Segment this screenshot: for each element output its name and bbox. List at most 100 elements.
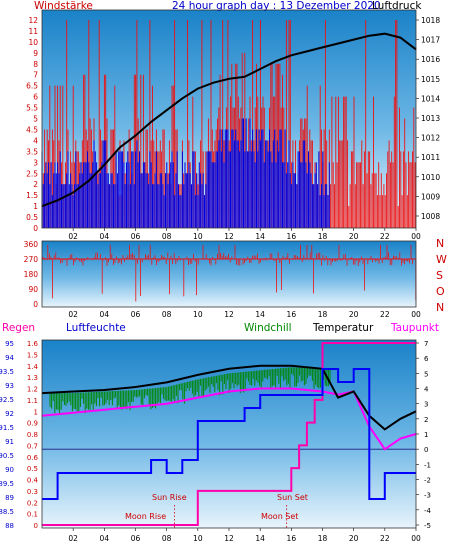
panel-frame [41,339,417,529]
temp-tick-label: 2 [424,416,428,424]
hour-tick-label: 06 [131,232,141,241]
pressure-tick-label: 1016 [421,55,440,64]
hour-tick-label: 20 [349,310,359,319]
humidity-tick-label: 90 [5,466,14,474]
direction-tick-label: 0 [33,300,38,309]
wind-tick-label: 4 [33,136,38,145]
direction-letter: W [436,253,447,266]
temp-tick-label: -1 [424,461,431,469]
humidity-tick-label: 92 [5,410,14,418]
temp-tick-label: 4 [424,386,429,394]
wind-tick-label: 1 [33,202,38,211]
pressure-tick-label: 1013 [421,114,440,123]
pressure-tick-label: 1008 [421,212,440,221]
wind-axis-title: Windstärke [34,0,93,12]
pressure-line [41,32,417,208]
rain-tick-label: 0.5 [27,465,38,473]
wind-tick-label: 0.5 [26,213,38,222]
rain-tick-label: 1.1 [27,397,38,405]
wind-tick-label: 0 [33,224,38,233]
temp-tick-label: 0 [424,446,428,454]
hour-tick-label: 04 [100,310,110,319]
wind-tick-label: 8 [33,60,38,69]
hour-tick-label: 00 [411,232,421,241]
hour-tick-label: 16 [287,534,297,543]
rain-tick-label: 1 [34,408,38,416]
direction-tick-label: 270 [24,255,39,264]
hour-tick-label: 12 [224,310,234,319]
temp-tick-label: -4 [424,507,432,515]
rain-tick-label: 0.4 [27,477,39,485]
moon-set-label: Moon Set [261,512,298,521]
hour-tick-label: 18 [318,310,328,319]
wind-tick-label: 5 [33,115,38,124]
humidity-tick-label: 89.5 [0,480,14,488]
rain-tick-label: 1.5 [27,351,38,359]
pressure-tick-label: 1012 [421,134,440,143]
hour-tick-label: 12 [224,232,234,241]
temp-tick-label: -5 [424,522,431,530]
rain-tick-label: 1.6 [27,340,39,348]
hour-tick-label: 00 [411,534,421,543]
hour-tick-label: 18 [318,232,328,241]
wind-tick-label: 7 [33,71,38,80]
temp-tick-label: 3 [424,401,428,409]
hour-tick-label: 04 [100,232,110,241]
temp-tick-label: 6 [424,355,429,363]
rain-tick-label: 0.8 [27,431,38,439]
hour-tick-label: 14 [255,534,265,543]
hour-tick-label: 06 [131,310,141,319]
rain-tick-label: 0.1 [27,511,38,519]
direction-letter: O [436,285,445,298]
hour-tick-label: 00 [411,310,421,319]
wind-tick-label: 2.5 [26,169,38,178]
rain-tick-label: 0.7 [27,442,38,450]
rain-tick-label: 0.6 [27,454,39,462]
humidity-tick-label: 93.5 [0,368,14,376]
direction-tick-label: 90 [28,285,38,294]
hour-tick-label: 10 [193,534,203,543]
humidity-tick-label: 93 [5,382,14,390]
legend-dewpoint: Taupunkt [390,322,439,334]
humidity-tick-label: 89 [5,494,14,502]
chart-marks: 1211109876.565.554.543.532.521.510.50101… [0,9,447,543]
rain-tick-label: 0.2 [27,499,38,507]
wind-tick-label: 6.5 [26,82,38,91]
direction-letter: S [436,269,443,282]
direction-letter: N [436,301,444,314]
humidity-tick-label: 91 [5,438,14,446]
hour-tick-label: 02 [68,534,78,543]
wind-tick-label: 10 [28,38,38,47]
pressure-tick-label: 1018 [421,16,440,25]
temp-tick-label: 1 [424,431,428,439]
panel-frame [41,240,417,308]
pressure-tick-label: 1015 [421,75,440,84]
panel-frame [41,9,417,229]
direction-letter: N [436,237,444,250]
pressure-tick-label: 1017 [421,36,440,45]
rain-tick-label: 1.2 [27,386,38,394]
direction-tick-label: 360 [24,240,39,249]
wind-tick-label: 5.5 [26,104,38,113]
humidity-tick-label: 92.5 [0,396,14,404]
temp-tick-label: 5 [424,370,428,378]
moon-rise-label: Moon Rise [125,512,166,521]
wind-tick-label: 3 [33,158,38,167]
hour-tick-label: 16 [287,232,297,241]
hour-tick-label: 08 [162,310,172,319]
hour-tick-label: 02 [68,310,78,319]
temp-tick-label: 7 [424,340,428,348]
temperature-line [41,364,417,431]
humidity-tick-label: 91.5 [0,424,14,432]
hour-tick-label: 16 [287,310,297,319]
hour-tick-label: 08 [162,534,172,543]
legend-windchill: Windchill [244,322,292,334]
hour-tick-label: 08 [162,232,172,241]
humidity-tick-label: 88 [5,522,14,530]
hour-tick-label: 22 [380,310,390,319]
humidity-line [42,368,416,500]
hour-tick-label: 22 [380,534,390,543]
rain-tick-label: 0 [34,522,38,530]
humidity-tick-label: 88.5 [0,508,14,516]
